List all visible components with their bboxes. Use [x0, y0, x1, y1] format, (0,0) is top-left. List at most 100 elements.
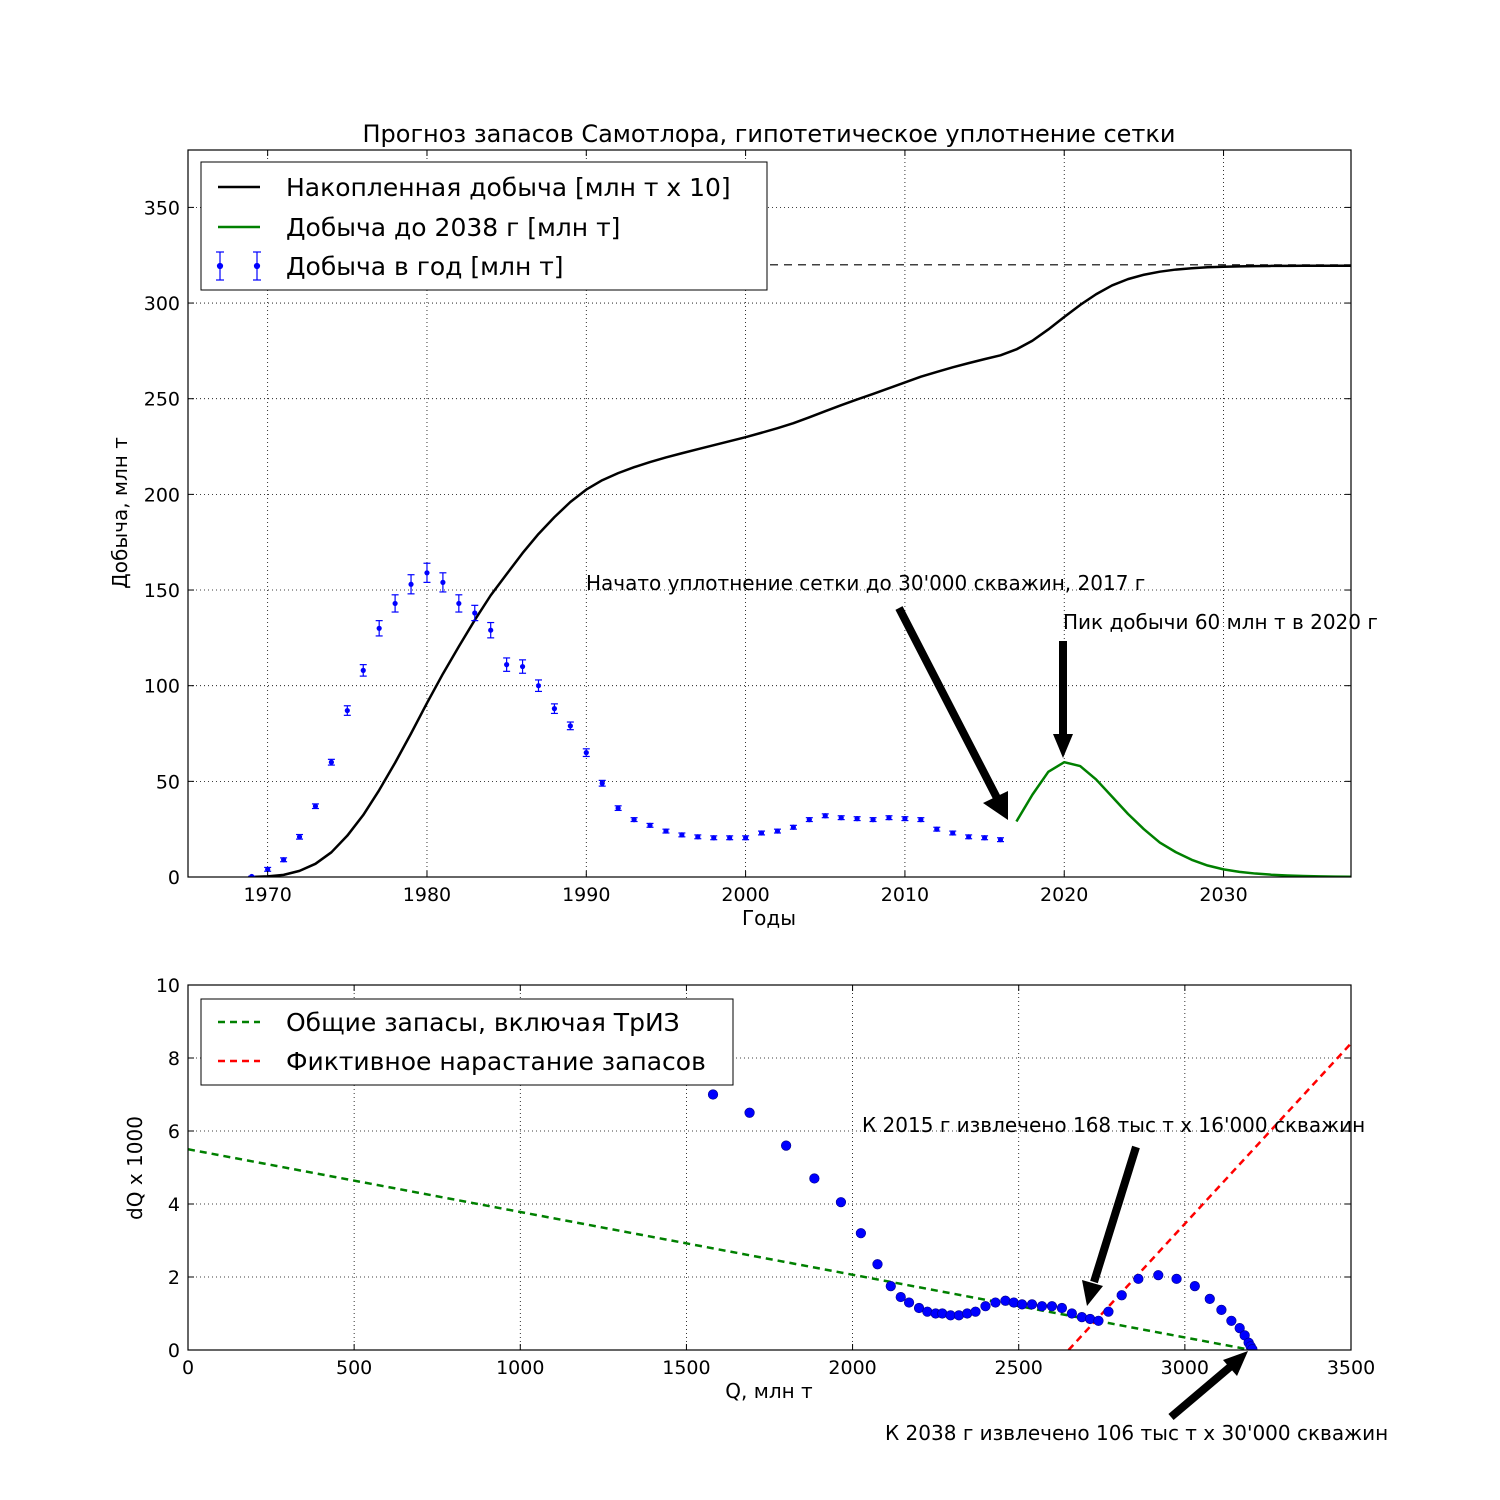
series-line-0 — [251, 264, 1351, 877]
top-y-tick-label-7: 350 — [144, 197, 180, 219]
annual-production-point-24 — [630, 817, 638, 823]
bottom-x-tick-label-4: 2000 — [828, 1357, 876, 1379]
annual-production-point-29 — [710, 835, 718, 841]
dq-point-29 — [1085, 1313, 1096, 1325]
annual-production-point-42 — [917, 817, 925, 823]
annual-production-point-9 — [391, 594, 399, 613]
top-y-tick-label-4: 200 — [144, 484, 180, 506]
bottom-axes-frame — [187, 984, 1352, 1351]
annual-production-point-11 — [423, 562, 431, 583]
bottom-x-tick-label-3: 1500 — [662, 1357, 710, 1379]
dq-point-22 — [1016, 1299, 1028, 1310]
dq-point-23 — [1026, 1299, 1038, 1310]
bottom-x-tick-label-6: 3000 — [1161, 1357, 1209, 1379]
annual-production-point-20 — [566, 721, 574, 731]
annual-production-point-28 — [694, 834, 702, 840]
dq-point-27 — [1066, 1308, 1077, 1319]
top-legend-box — [200, 161, 768, 291]
bottom-ticks: 0 500 1000 1500 2000 2500 3000 3500 0 2 4 6 8 10 — [156, 975, 1375, 1379]
top-x-tick-label-4: 2010 — [881, 884, 929, 906]
annual-production-point-32 — [758, 830, 766, 836]
annual-production-point-25 — [646, 822, 654, 828]
top-x-axis-label: Годы — [742, 906, 796, 930]
legend-label-forecast: Добыча до 2038 г [млн т] — [286, 213, 620, 242]
bottom-y-tick-label-4: 8 — [168, 1048, 180, 1070]
annual-production-point-15 — [487, 621, 495, 639]
dq-point-32 — [1116, 1290, 1127, 1301]
top-chart: Прогноз запасов Самотлора, гипотетическо… — [108, 120, 1378, 930]
bottom-y-tick-label-0: 0 — [168, 1340, 180, 1362]
bottom-chart: 0 500 1000 1500 2000 2500 3000 3500 0 2 4 6 8 10 Q, м… — [123, 975, 1388, 1445]
bottom-x-axis-label: Q, млн т — [725, 1379, 813, 1403]
dq-point-19 — [990, 1297, 1001, 1308]
annual-production-point-10 — [407, 574, 415, 595]
dq-point-17 — [970, 1306, 981, 1317]
dq-point-37 — [1204, 1293, 1215, 1304]
top-y-tick-label-2: 100 — [144, 676, 180, 698]
annual-production-point-5 — [327, 758, 335, 766]
annual-production-point-27 — [678, 832, 686, 838]
annual-production-point-8 — [375, 620, 383, 637]
top-x-tick-label-2: 1990 — [562, 884, 610, 906]
annual-production-point-47 — [997, 837, 1005, 843]
bottom-x-tick-label-1: 500 — [336, 1357, 372, 1379]
dq-point-39 — [1226, 1315, 1237, 1326]
annotation-arrow-peak — [1053, 641, 1073, 758]
annual-production-point-14 — [471, 604, 479, 622]
top-x-tick-label-3: 2000 — [721, 884, 769, 906]
annual-production-point-30 — [726, 835, 734, 841]
annual-production-point-2 — [280, 857, 288, 863]
annual-production-point-21 — [582, 748, 590, 758]
annotation-2015-extraction: К 2015 г извлечено 168 тыс т x 16'000 ск… — [862, 1113, 1365, 1137]
legend-label-fictitious-growth: Фиктивное нарастание запасов — [286, 1047, 706, 1076]
dq-point-11 — [922, 1306, 933, 1317]
dq-point-4 — [835, 1197, 847, 1208]
top-x-tick-label-5: 2020 — [1040, 884, 1088, 906]
bottom-y-tick-label-1: 2 — [168, 1267, 180, 1289]
annual-production-point-35 — [805, 817, 813, 823]
dq-point-1 — [744, 1107, 755, 1118]
bottom-y-tick-label-2: 4 — [168, 1194, 180, 1216]
annotation-arrow-2038 — [1168, 1351, 1248, 1421]
annual-production-point-37 — [837, 815, 845, 821]
top-y-tick-label-1: 50 — [156, 771, 180, 793]
top-y-axis-label: Добыча, млн т — [108, 437, 132, 589]
top-plot-area — [248, 264, 1351, 877]
annotation-production-peak: Пик добычи 60 млн т в 2020 г — [1063, 610, 1378, 634]
dq-point-40 — [1234, 1322, 1245, 1334]
dq-point-5 — [855, 1228, 866, 1239]
top-y-tick-label-0: 0 — [168, 867, 180, 889]
bottom-plot-area — [188, 1042, 1351, 1350]
annual-production-point-18 — [534, 679, 542, 693]
dq-point-13 — [937, 1308, 948, 1319]
dq-point-25 — [1046, 1301, 1058, 1312]
annotation-arrow-densification — [895, 606, 1008, 820]
top-x-tick-label-0: 1970 — [243, 884, 291, 906]
annual-production-point-43 — [933, 826, 941, 832]
bottom-y-tick-label-3: 6 — [168, 1121, 180, 1143]
top-legend: Накопленная добыча [млн т x 10] Добыча д… — [200, 161, 768, 291]
dq-point-18 — [980, 1301, 991, 1312]
top-chart-title: Прогноз запасов Самотлора, гипотетическо… — [362, 120, 1175, 148]
bottom-x-tick-label-0: 0 — [182, 1357, 194, 1379]
top-x-tick-label-6: 2030 — [1199, 884, 1247, 906]
annual-production-point-38 — [853, 816, 861, 822]
annual-production-point-41 — [901, 816, 909, 822]
dq-point-2 — [781, 1140, 792, 1151]
annual-production-point-7 — [359, 664, 367, 677]
legend-label-cumulative: Накопленная добыча [млн т x 10] — [286, 173, 731, 202]
top-ticks: 1970 1980 1990 2000 2010 2020 2030 0 50 100 150 200… — [144, 150, 1351, 906]
dq-point-16 — [962, 1308, 973, 1319]
annual-production-point-22 — [598, 779, 606, 787]
dq-point-33 — [1133, 1273, 1144, 1284]
dq-point-44 — [1247, 1344, 1258, 1350]
annual-production-point-4 — [311, 803, 319, 810]
annual-production-point-19 — [550, 703, 558, 715]
dq-point-9 — [903, 1297, 915, 1308]
dq-point-35 — [1171, 1273, 1182, 1284]
dq-point-31 — [1103, 1306, 1114, 1317]
annual-production-point-13 — [455, 594, 463, 613]
dq-point-24 — [1036, 1301, 1048, 1312]
bottom-y-axis-label: dQ x 1000 — [123, 1116, 147, 1220]
annual-production-point-3 — [296, 833, 304, 840]
